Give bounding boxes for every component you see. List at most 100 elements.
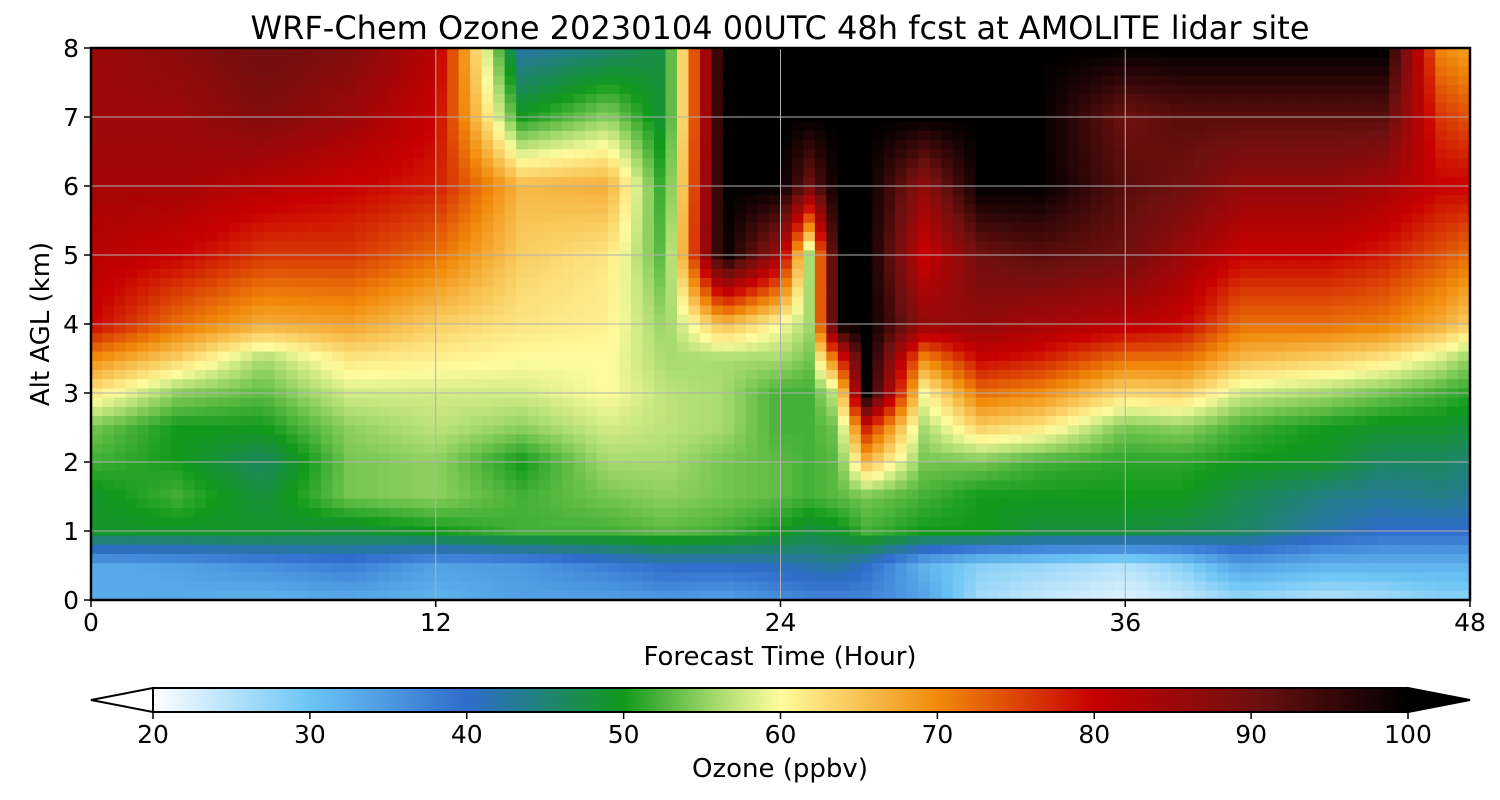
field-cell bbox=[699, 278, 713, 288]
field-cell bbox=[171, 268, 184, 279]
field-cell bbox=[309, 75, 322, 86]
field-cell bbox=[470, 186, 483, 196]
field-cell bbox=[182, 397, 196, 408]
field-cell bbox=[642, 48, 655, 58]
field-cell bbox=[883, 213, 896, 224]
field-cell bbox=[228, 462, 241, 472]
field-cell bbox=[136, 204, 150, 215]
field-cell bbox=[217, 489, 230, 500]
field-cell bbox=[734, 140, 747, 150]
field-cell bbox=[688, 103, 701, 113]
field-cell bbox=[608, 351, 621, 362]
field-cell bbox=[297, 333, 310, 343]
field-cell bbox=[987, 535, 1000, 546]
field-cell bbox=[987, 360, 1000, 371]
field-cell bbox=[929, 416, 942, 426]
field-cell bbox=[722, 581, 736, 592]
field-cell bbox=[470, 333, 483, 343]
field-cell bbox=[711, 130, 724, 141]
field-cell bbox=[998, 517, 1011, 527]
field-cell bbox=[355, 213, 368, 224]
field-cell bbox=[619, 443, 632, 454]
field-cell bbox=[872, 397, 885, 408]
field-cell bbox=[688, 305, 701, 316]
field-cell bbox=[470, 360, 483, 371]
field-cell bbox=[1021, 287, 1034, 297]
field-cell bbox=[447, 489, 460, 500]
field-cell bbox=[159, 425, 173, 435]
field-cell bbox=[228, 324, 241, 334]
field-cell bbox=[378, 195, 391, 205]
field-cell bbox=[504, 176, 517, 187]
field-cell bbox=[826, 75, 839, 86]
field-cell bbox=[355, 462, 368, 472]
field-cell bbox=[791, 471, 804, 481]
field-cell bbox=[366, 590, 379, 601]
field-cell bbox=[906, 351, 919, 362]
field-cell bbox=[654, 360, 667, 371]
field-cell bbox=[217, 462, 230, 472]
field-cell bbox=[757, 590, 770, 601]
field-cell bbox=[355, 84, 368, 95]
field-cell bbox=[378, 379, 391, 389]
field-cell bbox=[791, 167, 804, 178]
field-cell bbox=[539, 75, 552, 86]
field-cell bbox=[573, 241, 586, 251]
field-cell bbox=[791, 370, 804, 380]
field-cell bbox=[665, 342, 678, 353]
field-cell bbox=[481, 121, 494, 132]
field-cell bbox=[159, 342, 173, 353]
field-cell bbox=[217, 572, 230, 583]
field-cell bbox=[389, 462, 402, 472]
field-cell bbox=[998, 204, 1011, 215]
field-cell bbox=[987, 158, 1000, 169]
field-cell bbox=[458, 195, 471, 205]
field-cell bbox=[516, 498, 529, 509]
field-cell bbox=[320, 535, 333, 546]
field-cell bbox=[711, 370, 724, 380]
field-cell bbox=[527, 259, 540, 270]
field-cell bbox=[734, 471, 747, 481]
field-cell bbox=[849, 314, 862, 325]
field-cell bbox=[768, 425, 781, 435]
field-cell bbox=[412, 480, 425, 491]
field-cell bbox=[826, 370, 839, 380]
field-cell bbox=[941, 167, 954, 178]
field-cell bbox=[1033, 462, 1046, 472]
field-cell bbox=[998, 508, 1011, 518]
field-cell bbox=[987, 590, 1000, 601]
field-cell bbox=[516, 213, 529, 224]
field-cell bbox=[642, 195, 655, 205]
field-cell bbox=[619, 314, 632, 325]
field-cell bbox=[389, 416, 402, 426]
field-cell bbox=[964, 554, 977, 564]
field-cell bbox=[941, 94, 954, 104]
field-cell bbox=[596, 452, 609, 463]
field-cell bbox=[470, 167, 483, 178]
field-cell bbox=[136, 397, 150, 408]
field-cell bbox=[182, 535, 196, 546]
field-cell bbox=[251, 425, 264, 435]
field-cell bbox=[941, 103, 954, 113]
field-cell bbox=[366, 333, 379, 343]
field-cell bbox=[205, 121, 218, 132]
field-cell bbox=[665, 222, 678, 233]
field-cell bbox=[895, 397, 908, 408]
field-cell bbox=[676, 213, 690, 224]
field-cell bbox=[757, 554, 770, 564]
field-cell bbox=[125, 259, 138, 270]
field-cell bbox=[757, 360, 770, 371]
field-cell bbox=[906, 572, 919, 583]
field-cell bbox=[791, 121, 804, 132]
field-cell bbox=[826, 167, 839, 178]
field-cell bbox=[975, 572, 988, 583]
field-cell bbox=[906, 324, 919, 334]
field-cell bbox=[699, 195, 713, 205]
field-cell bbox=[585, 572, 598, 583]
field-cell bbox=[780, 471, 793, 481]
field-cell bbox=[1021, 176, 1034, 187]
field-cell bbox=[447, 452, 460, 463]
field-cell bbox=[458, 48, 471, 58]
field-cell bbox=[642, 590, 655, 601]
field-cell bbox=[585, 535, 598, 546]
